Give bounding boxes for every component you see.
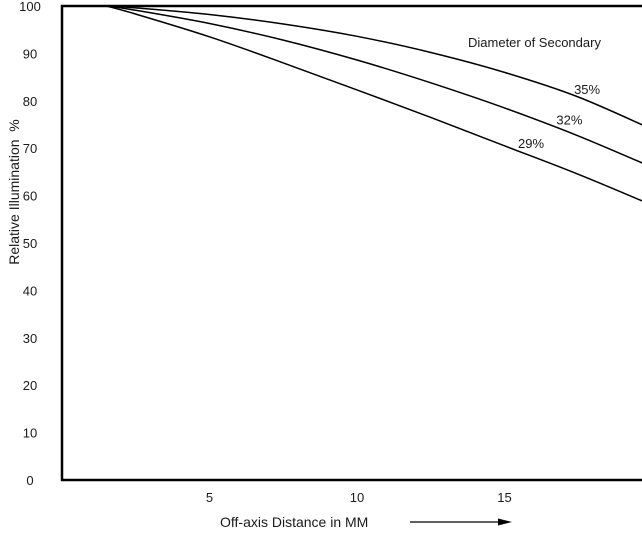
series-label: 32% xyxy=(556,113,582,128)
series-labels: 35% 32% 29% xyxy=(518,82,601,151)
series-line-35pct xyxy=(106,5,642,126)
series-lines xyxy=(106,5,642,202)
y-tick-label: 20 xyxy=(23,378,37,393)
plot-frame xyxy=(60,4,642,482)
x-tick-label: 15 xyxy=(497,490,511,505)
y-tick-label: 80 xyxy=(23,94,37,109)
series-label: 29% xyxy=(518,136,544,151)
y-tick-label: 30 xyxy=(23,331,37,346)
y-tick-label: 50 xyxy=(23,236,37,251)
x-axis-arrow-icon xyxy=(410,518,512,526)
series-line-29pct xyxy=(106,5,642,202)
y-tick-label: 60 xyxy=(23,189,37,204)
y-tick-label: 10 xyxy=(23,426,37,441)
y-tick-label: 90 xyxy=(23,46,37,61)
y-tick-label: 100 xyxy=(19,0,41,14)
y-tick-label: 70 xyxy=(23,141,37,156)
series-label: 35% xyxy=(574,82,600,97)
x-tick-label: 5 xyxy=(206,490,213,505)
x-axis-ticks: 5101520 xyxy=(206,490,512,505)
legend-title: Diameter of Secondary xyxy=(468,35,601,50)
y-tick-label: 40 xyxy=(23,283,37,298)
series-line-32pct xyxy=(106,5,642,164)
y-axis-title: Relative Illumination % xyxy=(6,119,22,265)
x-axis-title: Off-axis Distance in MM xyxy=(220,514,368,530)
x-tick-label: 10 xyxy=(350,490,364,505)
y-axis-ticks: 0 10 20 30 40 50 60 70 80 90 100 xyxy=(19,0,41,488)
y-tick-label: 0 xyxy=(26,473,33,488)
